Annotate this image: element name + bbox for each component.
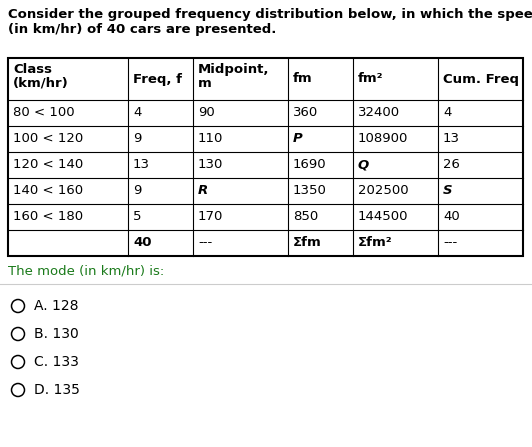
Text: The mode (in km/hr) is:: The mode (in km/hr) is: xyxy=(8,264,164,277)
Text: 32400: 32400 xyxy=(358,106,400,119)
Text: 108900: 108900 xyxy=(358,132,409,146)
Text: 140 < 160: 140 < 160 xyxy=(13,185,83,198)
Text: 202500: 202500 xyxy=(358,185,409,198)
Text: D. 135: D. 135 xyxy=(34,383,80,397)
Text: 100 < 120: 100 < 120 xyxy=(13,132,83,146)
Bar xyxy=(8,58,523,256)
Text: 90: 90 xyxy=(198,106,215,119)
Text: 40: 40 xyxy=(133,236,152,249)
Text: P: P xyxy=(293,132,303,146)
Text: m: m xyxy=(198,77,212,90)
Text: 120 < 140: 120 < 140 xyxy=(13,159,83,172)
Text: R: R xyxy=(198,185,208,198)
Text: 9: 9 xyxy=(133,185,142,198)
Text: 80 < 100: 80 < 100 xyxy=(13,106,74,119)
Text: Midpoint,: Midpoint, xyxy=(198,63,270,76)
Text: 130: 130 xyxy=(198,159,223,172)
Text: ---: --- xyxy=(198,236,212,249)
Text: Class: Class xyxy=(13,63,52,76)
Text: 170: 170 xyxy=(198,211,223,224)
Text: (in km/hr) of 40 cars are presented.: (in km/hr) of 40 cars are presented. xyxy=(8,23,277,36)
Text: Consider the grouped frequency distribution below, in which the speed: Consider the grouped frequency distribut… xyxy=(8,8,532,21)
Text: 5: 5 xyxy=(133,211,142,224)
Text: 9: 9 xyxy=(133,132,142,146)
Text: 144500: 144500 xyxy=(358,211,409,224)
Text: S: S xyxy=(443,185,453,198)
Text: 4: 4 xyxy=(133,106,142,119)
Text: 13: 13 xyxy=(133,159,150,172)
Text: Cum. Freq: Cum. Freq xyxy=(443,72,519,85)
Text: 850: 850 xyxy=(293,211,318,224)
Text: 1690: 1690 xyxy=(293,159,327,172)
Text: 1350: 1350 xyxy=(293,185,327,198)
Text: 13: 13 xyxy=(443,132,460,146)
Text: fm²: fm² xyxy=(358,72,384,85)
Text: Q: Q xyxy=(358,159,369,172)
Text: ---: --- xyxy=(443,236,457,249)
Text: A. 128: A. 128 xyxy=(34,299,79,313)
Text: Freq, f: Freq, f xyxy=(133,72,182,85)
Text: fm: fm xyxy=(293,72,313,85)
Text: 360: 360 xyxy=(293,106,318,119)
Text: (km/hr): (km/hr) xyxy=(13,77,69,90)
Text: 4: 4 xyxy=(443,106,451,119)
Text: Σfm: Σfm xyxy=(293,236,322,249)
Text: 110: 110 xyxy=(198,132,223,146)
Text: 160 < 180: 160 < 180 xyxy=(13,211,83,224)
Text: 26: 26 xyxy=(443,159,460,172)
Text: B. 130: B. 130 xyxy=(34,327,79,341)
Text: 40: 40 xyxy=(443,211,460,224)
Text: Σfm²: Σfm² xyxy=(358,236,393,249)
Text: C. 133: C. 133 xyxy=(34,355,79,369)
